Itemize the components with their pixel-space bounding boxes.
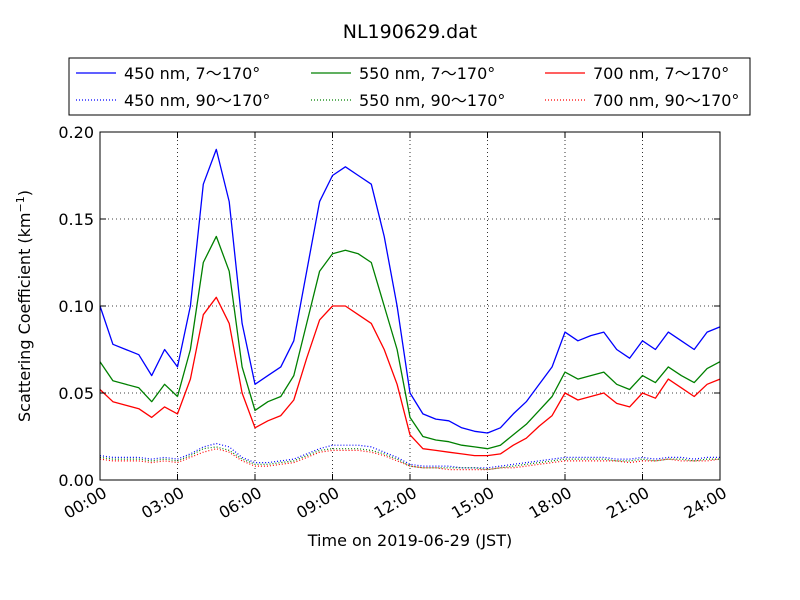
- y-axis-label-superscript: −1: [14, 196, 27, 212]
- legend-label: 550 nm, 7～170°: [359, 64, 495, 83]
- y-tick-label: 0.20: [58, 123, 94, 142]
- series-layer: [99, 148, 721, 471]
- series-line: [99, 296, 721, 457]
- y-tick-label: 0.10: [58, 297, 94, 316]
- legend-box: [68, 57, 751, 116]
- legend-label: 450 nm, 7～170°: [124, 64, 260, 83]
- y-axis-label: Scattering Coefficient (km−1): [14, 190, 34, 422]
- x-tick-label: 09:00: [293, 483, 342, 523]
- legend-label: 700 nm, 7～170°: [593, 64, 729, 83]
- y-axis-label-close: ): [15, 190, 34, 196]
- legend-label: 550 nm, 90～170°: [359, 91, 505, 110]
- legend: 450 nm, 7～170° 550 nm, 7～170° 700 nm, 7～17…: [68, 57, 751, 116]
- x-tick-label: 24:00: [681, 483, 730, 523]
- y-tick-label: 0.00: [58, 471, 94, 490]
- x-tick-label: 03:00: [138, 483, 187, 523]
- axis-ticks: 00:00 03:00 06:00 09:00 12:00 15:00 18:00 21:00…: [58, 123, 730, 523]
- x-tick-label: 21:00: [603, 483, 652, 523]
- y-tick-label: 0.15: [58, 210, 94, 229]
- x-axis-label: Time on 2019-06-29 (JST): [307, 531, 512, 550]
- legend-label: 700 nm, 90～170°: [593, 91, 739, 110]
- x-tick-label: 15:00: [448, 483, 497, 523]
- x-tick-label: 06:00: [216, 483, 265, 523]
- y-axis-label-main: Scattering Coefficient (km: [15, 212, 34, 422]
- series-line: [99, 446, 720, 471]
- grid: [100, 132, 720, 480]
- x-tick-label: 12:00: [371, 483, 420, 523]
- legend-label: 450 nm, 90～170°: [124, 91, 270, 110]
- series-line: [99, 448, 721, 471]
- chart-title: NL190629.dat: [343, 21, 478, 43]
- series-line: [99, 148, 721, 434]
- y-tick-label: 0.05: [58, 384, 94, 403]
- series-line: [99, 235, 721, 450]
- x-tick-label: 18:00: [526, 483, 575, 523]
